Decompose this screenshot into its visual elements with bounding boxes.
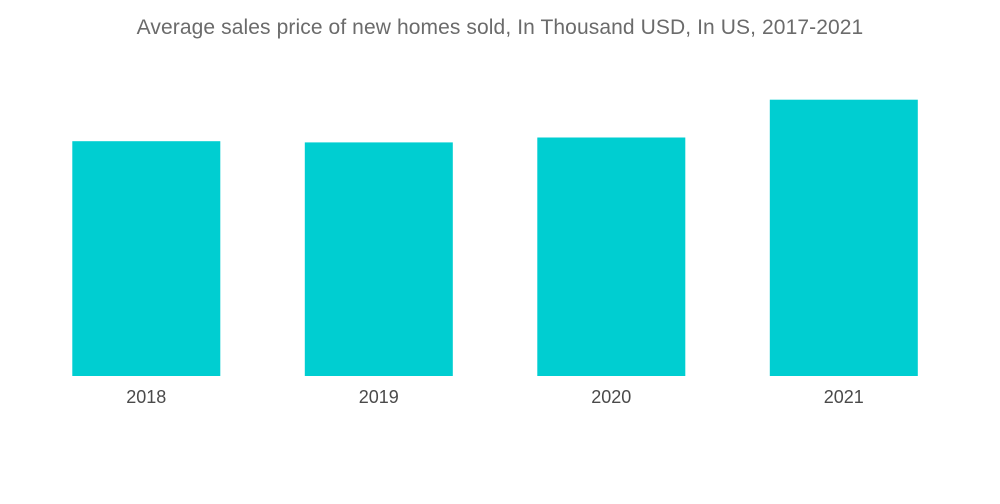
- x-tick-label-2019: 2019: [359, 387, 399, 407]
- bar-2021: [769, 99, 918, 376]
- bar-2020: [537, 137, 686, 376]
- x-tick-label-2018: 2018: [126, 387, 166, 407]
- x-tick-label-2021: 2021: [824, 387, 864, 407]
- bars-group: [72, 99, 918, 376]
- chart-title: Average sales price of new homes sold, I…: [136, 16, 864, 39]
- x-tick-label-2020: 2020: [591, 387, 631, 407]
- x-axis-ticks: 2018 2019 2020 2021: [126, 387, 864, 407]
- bar-2018: [72, 141, 221, 376]
- bar-2019: [304, 142, 453, 376]
